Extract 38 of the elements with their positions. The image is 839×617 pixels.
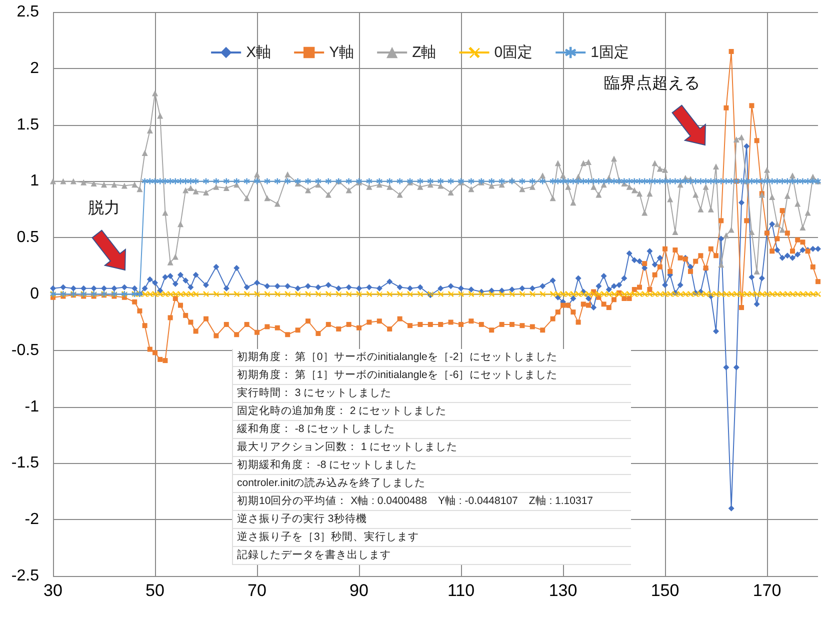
y-tick-label: -1.5 [11,454,40,472]
legend-label: X軸 [246,44,272,61]
x-tick-label: 170 [752,581,782,600]
x-tick-label: 130 [548,581,578,600]
x-tick-label: 30 [44,581,62,600]
y-tick-label: 1 [30,172,40,190]
annotation: 初期10回分の平均値： X軸 : 0.0400488 Y軸 : -0.0448107 Z軸 : 1.10317 [233,493,631,511]
annotation: 逆さ振り子を［3］秒間、実行します [233,529,631,547]
legend-label: 0固定 [494,44,533,61]
annotation: 記録したデータを書き出します [233,547,631,565]
legend-label: Y軸 [329,44,354,61]
annotation: 初期角度： 第［1］サーボのinitialangleを［-6］にセットしました [233,367,631,385]
annotation: 逆さ振り子の実行 3秒待機 [233,511,631,529]
x-tick-label: 70 [248,581,266,600]
x-tick-label: 90 [350,581,368,600]
y-tick-label: -2 [24,511,40,528]
x-tick-label: 50 [146,581,164,600]
y-tick-label: 2 [30,60,40,77]
legend-label: Z軸 [412,44,436,61]
x-tick-label: 150 [650,581,680,600]
y-tick-label: 1.5 [16,116,40,134]
annotation: 脱力 [87,198,120,219]
x-tick-label: 110 [447,581,475,600]
legend-label: 1固定 [590,44,629,61]
annotation: 最大リアクション回数： 1 にセットしました [233,439,631,457]
annotation: 緩和角度： -8 にセットしました [233,421,631,439]
y-tick-label: -0.5 [11,342,40,359]
y-tick-label: 0.5 [16,229,40,246]
annotation: 臨界点超える [603,74,700,94]
y-tick-label: -1 [24,398,40,416]
annotation: 初期緩和角度： -8 にセットしました [233,457,631,475]
y-tick-label: -2.5 [11,568,40,584]
annotation: 初期角度： 第［0］サーボのinitialangleを［-2］にセットしました [233,349,631,367]
y-tick-label: 2.5 [16,4,40,20]
annotation: 固定化時の追加角度： 2 にセットしました [233,403,631,421]
y-tick-label: 0 [30,286,40,302]
annotation: 実行時間： 3 にセットしました [233,385,631,403]
annotation: controler.initの読み込みを終了しました [233,475,631,493]
